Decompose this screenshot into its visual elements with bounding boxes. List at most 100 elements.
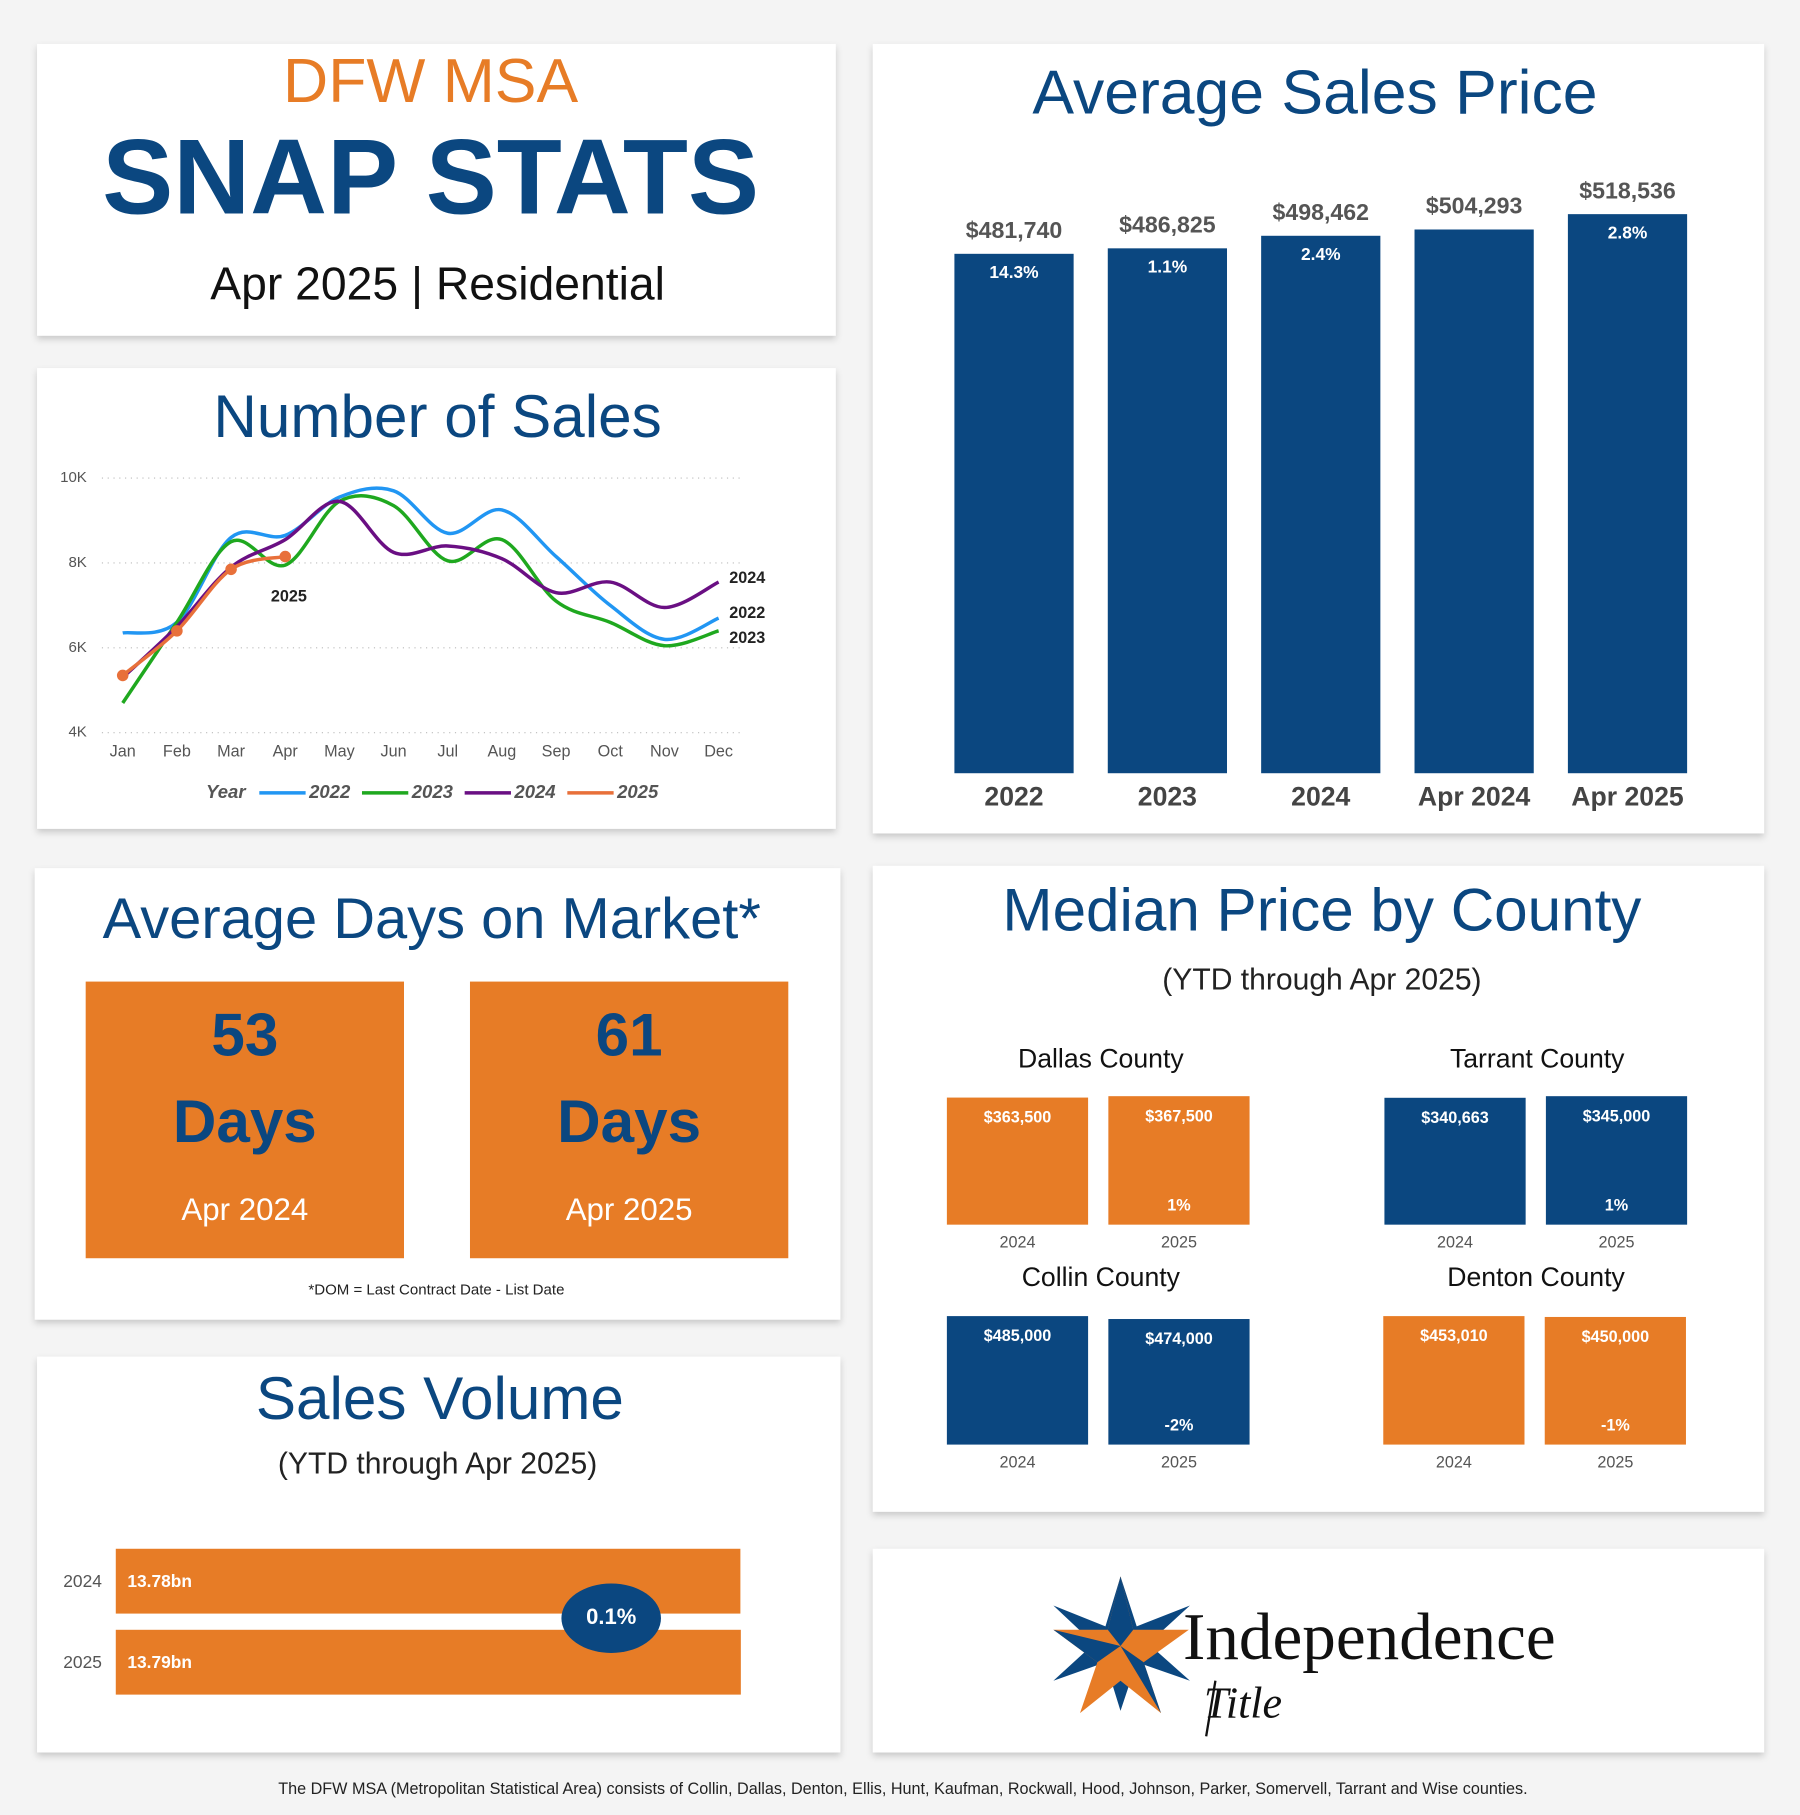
x-tick-label: Jan (110, 743, 136, 761)
chart-subtitle: (YTD through Apr 2025) (1162, 964, 1481, 997)
subtitle: Apr 2025 | Residential (210, 257, 665, 309)
dom-unit: Days (173, 1088, 317, 1155)
value-label: $485,000 (984, 1327, 1052, 1345)
value-label: $453,010 (1420, 1327, 1488, 1345)
bar (1108, 1096, 1250, 1225)
logo-card (872, 1548, 1765, 1753)
dom-value: 61 (596, 1001, 663, 1068)
x-tick-label: 2024 (999, 1233, 1035, 1251)
x-tick-label: Apr (273, 743, 299, 761)
legend-label: 2023 (411, 781, 454, 802)
series-end-label: 2025 (271, 588, 307, 606)
logo-star (1053, 1576, 1190, 1714)
chart-title: Average Sales Price (1032, 58, 1597, 128)
dom-value: 53 (211, 1001, 278, 1068)
star-ray (1107, 1576, 1134, 1647)
chart-title: Average Days on Market* (103, 887, 761, 951)
value-label: $518,536 (1579, 177, 1676, 203)
panel-title: Dallas County (1018, 1043, 1184, 1073)
dom-box (469, 981, 789, 1259)
point (116, 669, 129, 682)
footer: The DFW MSA (Metropolitan Statistical Ar… (278, 1780, 1527, 1798)
x-tick-label: Dec (704, 743, 733, 761)
value-label: $450,000 (1582, 1328, 1650, 1346)
bar (954, 253, 1074, 774)
value-label: $481,740 (966, 217, 1063, 243)
bar (1108, 1319, 1250, 1445)
x-tick-label: Apr 2024 (1418, 782, 1531, 812)
change-label: 1% (1167, 1196, 1190, 1214)
legend-title: Year (206, 781, 247, 802)
chart-title: Median Price by County (1002, 876, 1641, 943)
legend-label: 2022 (308, 781, 351, 802)
value-label: $367,500 (1145, 1107, 1213, 1125)
header-card (37, 43, 836, 336)
x-tick-label: Jul (437, 743, 458, 761)
sales-count-card (37, 368, 836, 829)
x-tick-label: 2024 (1291, 782, 1350, 812)
bar (946, 1097, 1089, 1225)
x-tick-label: Sep (542, 743, 571, 761)
x-tick-label: Oct (598, 743, 624, 761)
change-label: 14.3% (989, 262, 1038, 282)
bar (1107, 248, 1228, 774)
x-tick-label: 2025 (1599, 1233, 1635, 1251)
dom-period: Apr 2025 (566, 1192, 693, 1227)
change-bubble (561, 1583, 661, 1653)
value-label: $486,825 (1119, 211, 1216, 237)
change-label: 2.4% (1301, 244, 1341, 264)
y-tick-label: 2024 (63, 1571, 102, 1591)
main-title: SNAP STATS (102, 117, 759, 236)
logo-name: Independence (1183, 1599, 1556, 1674)
x-tick-label: 2022 (984, 782, 1043, 812)
x-tick-label: Feb (163, 743, 191, 761)
bar (1261, 235, 1381, 774)
value-label: $345,000 (1583, 1107, 1651, 1125)
chart-title: Number of Sales (213, 383, 661, 450)
y-tick-label: 6K (68, 639, 86, 656)
x-tick-label: 2025 (1161, 1233, 1197, 1251)
value-label: $474,000 (1145, 1330, 1213, 1348)
change-label: -1% (1601, 1416, 1630, 1434)
chart-subtitle: (YTD through Apr 2025) (278, 1447, 597, 1480)
note: *DOM = Last Contract Date - List Date (308, 1282, 564, 1299)
point (171, 625, 183, 637)
x-tick-label: 2023 (1138, 782, 1197, 812)
x-tick-label: 2024 (999, 1453, 1035, 1471)
x-tick-label: Apr 2025 (1571, 782, 1684, 812)
x-tick-label: Mar (217, 743, 245, 761)
bar (1383, 1316, 1525, 1445)
value-label: 13.78bn (127, 1571, 192, 1591)
logo-stroke (1205, 1680, 1217, 1737)
dom-box (85, 981, 405, 1259)
panel-title: Tarrant County (1450, 1043, 1625, 1073)
x-tick-label: Jun (381, 743, 407, 761)
x-tick-label: May (324, 743, 355, 761)
bar (1384, 1097, 1526, 1225)
star-ray (1120, 1646, 1162, 1714)
x-tick-label: 2024 (1436, 1453, 1472, 1471)
x-tick-label: 2024 (1437, 1233, 1473, 1251)
value-label: $363,500 (984, 1109, 1052, 1127)
x-tick-label: Nov (650, 743, 680, 761)
y-tick-label: 2025 (63, 1652, 102, 1672)
dom-unit: Days (557, 1088, 701, 1155)
legend-label: 2024 (513, 781, 555, 802)
bar (1567, 214, 1688, 774)
y-tick-label: 8K (68, 554, 86, 571)
value-label: 13.79bn (127, 1652, 192, 1672)
chart-title: Sales Volume (256, 1365, 624, 1432)
bar (946, 1316, 1089, 1445)
dom-period: Apr 2024 (181, 1192, 308, 1227)
bar (1414, 229, 1534, 774)
logo-tagline: Title (1204, 1678, 1282, 1727)
change-label: 1% (1605, 1196, 1628, 1214)
change-label: 0.1% (586, 1604, 636, 1629)
star-ray (1053, 1629, 1121, 1663)
legend-label: 2025 (616, 781, 659, 802)
series-end-label: 2024 (729, 569, 765, 587)
panel-title: Denton County (1447, 1262, 1625, 1292)
series-line (121, 494, 720, 704)
